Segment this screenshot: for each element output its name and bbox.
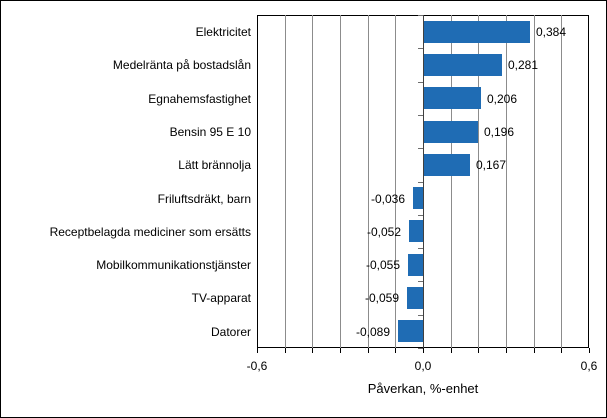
- category-label: Egnahemsfastighet: [148, 92, 251, 106]
- value-label: 0,206: [487, 92, 518, 106]
- x-axis-title: Påverkan, %-enhet: [367, 381, 479, 396]
- bar: [424, 87, 481, 109]
- bar: [407, 287, 423, 309]
- bar: [409, 220, 423, 242]
- bar: [408, 254, 423, 276]
- category-label: Receptbelagda mediciner som ersätts: [49, 225, 251, 239]
- category-label: TV-apparat: [191, 291, 251, 305]
- category-label: Lätt brännolja: [178, 158, 251, 172]
- gridline: [451, 15, 452, 348]
- x-axis-tick: [589, 348, 590, 353]
- gridline: [506, 15, 507, 348]
- gridline: [285, 15, 286, 348]
- x-axis-tick: [340, 348, 341, 353]
- value-label: 0,167: [476, 158, 507, 172]
- value-label: -0,036: [370, 192, 405, 206]
- category-axis-tick: [418, 281, 423, 282]
- gridline: [312, 15, 313, 348]
- gridline: [340, 15, 341, 348]
- x-axis-tick: [312, 348, 313, 353]
- bar: [413, 187, 423, 209]
- value-label: -0,055: [365, 258, 400, 272]
- x-axis-tick: [561, 348, 562, 353]
- bar: [424, 121, 478, 143]
- x-axis-tick: [478, 348, 479, 353]
- category-axis-tick: [418, 248, 423, 249]
- category-axis-tick: [418, 315, 423, 316]
- x-axis-tick: [368, 348, 369, 353]
- value-label: -0,059: [364, 291, 399, 305]
- category-axis-line: [423, 15, 424, 348]
- x-axis-tick: [395, 348, 396, 353]
- category-label: Datorer: [210, 325, 251, 339]
- category-axis-tick: [418, 215, 423, 216]
- x-axis-tick: [451, 348, 452, 353]
- gridline: [534, 15, 535, 348]
- x-axis-tick: [285, 348, 286, 353]
- bar: [424, 54, 502, 76]
- x-axis-tick: [257, 348, 258, 353]
- gridline: [395, 15, 396, 348]
- category-axis-tick: [418, 115, 423, 116]
- value-label: -0,052: [366, 225, 401, 239]
- bar: [424, 154, 470, 176]
- category-axis-tick: [418, 82, 423, 83]
- category-label: Medelränta på bostadslån: [112, 58, 251, 72]
- x-axis-tick-label: 0,6: [580, 359, 598, 373]
- x-axis-tick-label: 0,0: [414, 359, 432, 373]
- category-axis-tick: [418, 148, 423, 149]
- x-axis-tick: [423, 348, 424, 353]
- category-axis-tick: [418, 15, 423, 16]
- category-axis-tick: [418, 182, 423, 183]
- x-axis-tick: [534, 348, 535, 353]
- value-label: -0,089: [355, 325, 390, 339]
- bar: [398, 320, 423, 342]
- x-axis-tick: [506, 348, 507, 353]
- bar: [424, 21, 530, 43]
- gridline: [478, 15, 479, 348]
- category-axis-tick: [418, 348, 423, 349]
- category-label: Elektricitet: [195, 25, 251, 39]
- gridline: [368, 15, 369, 348]
- category-axis-tick: [418, 48, 423, 49]
- value-label: 0,196: [484, 125, 515, 139]
- x-axis-tick-label: -0,6: [246, 359, 268, 373]
- category-label: Friluftsdräkt, barn: [157, 192, 251, 206]
- value-label: 0,281: [508, 58, 539, 72]
- value-label: 0,384: [536, 25, 567, 39]
- category-label: Mobilkommunikationstjänster: [96, 258, 251, 272]
- gridline: [561, 15, 562, 348]
- category-label: Bensin 95 E 10: [169, 125, 251, 139]
